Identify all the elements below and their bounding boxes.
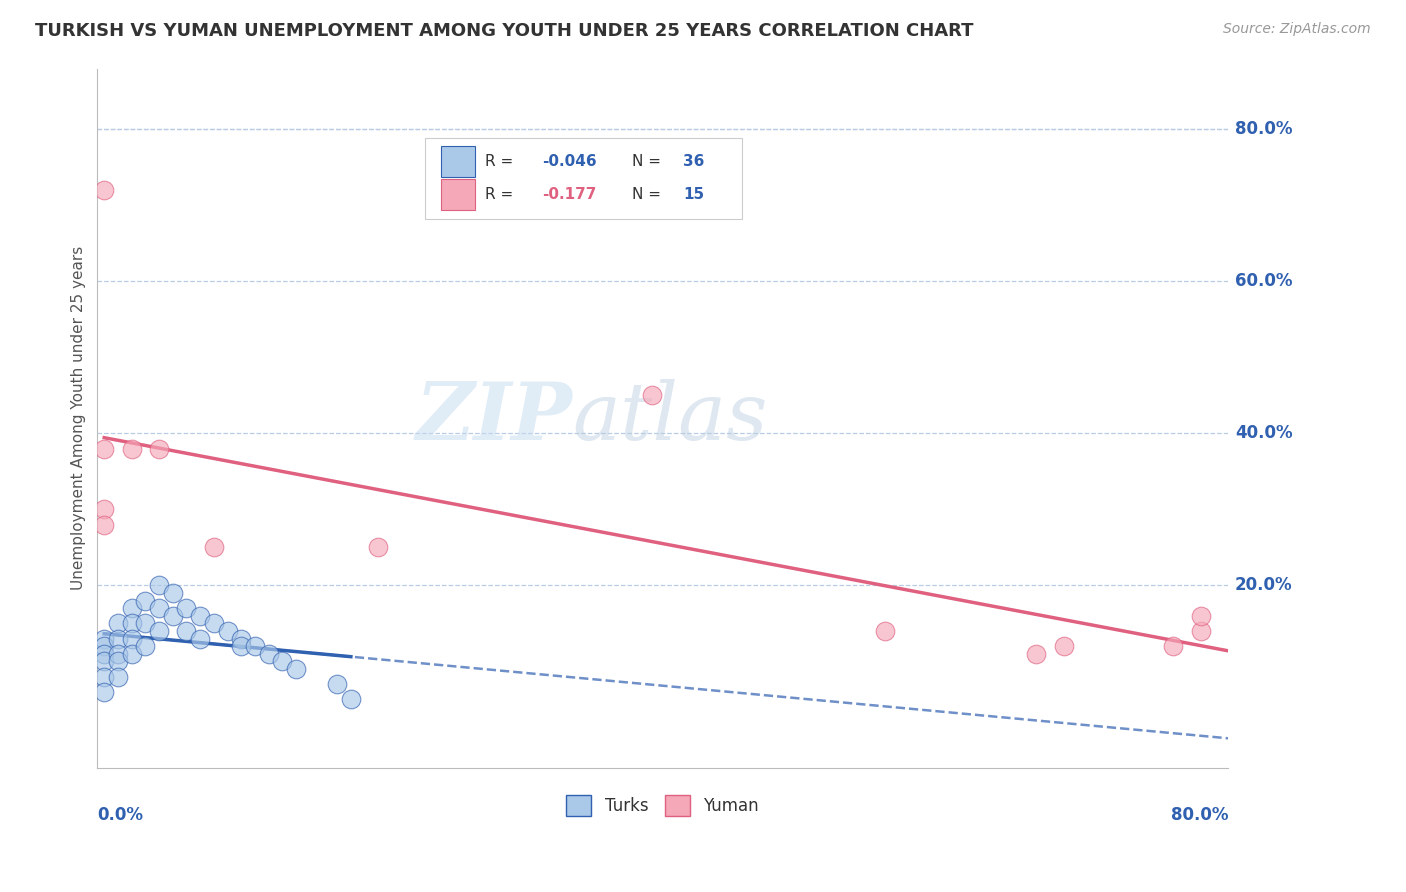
Point xyxy=(271,654,294,668)
Point xyxy=(93,632,115,646)
Point xyxy=(93,639,115,653)
Point xyxy=(176,624,198,638)
Point xyxy=(1025,647,1047,661)
Text: -0.177: -0.177 xyxy=(541,186,596,202)
Text: -0.046: -0.046 xyxy=(541,154,596,169)
Point xyxy=(217,624,239,638)
FancyBboxPatch shape xyxy=(441,146,475,177)
Point xyxy=(93,502,115,516)
Point xyxy=(367,541,389,555)
Point xyxy=(202,616,225,631)
Point xyxy=(121,616,143,631)
Text: 15: 15 xyxy=(683,186,704,202)
Point xyxy=(121,647,143,661)
Text: N =: N = xyxy=(633,154,666,169)
Point xyxy=(121,632,143,646)
Point xyxy=(188,608,211,623)
Point xyxy=(641,388,664,402)
Point xyxy=(93,183,115,197)
Point xyxy=(243,639,266,653)
Legend: Turks, Yuman: Turks, Yuman xyxy=(560,789,766,822)
FancyBboxPatch shape xyxy=(441,179,475,210)
Text: Source: ZipAtlas.com: Source: ZipAtlas.com xyxy=(1223,22,1371,37)
Point xyxy=(162,608,184,623)
Point xyxy=(1161,639,1184,653)
Point xyxy=(107,616,129,631)
Text: R =: R = xyxy=(485,154,519,169)
Point xyxy=(875,624,897,638)
Point xyxy=(121,601,143,615)
Text: atlas: atlas xyxy=(572,379,768,457)
Point xyxy=(134,639,156,653)
Point xyxy=(257,647,280,661)
Point xyxy=(134,593,156,607)
Text: 80.0%: 80.0% xyxy=(1234,120,1292,138)
Point xyxy=(121,442,143,456)
Point xyxy=(107,647,129,661)
Text: TURKISH VS YUMAN UNEMPLOYMENT AMONG YOUTH UNDER 25 YEARS CORRELATION CHART: TURKISH VS YUMAN UNEMPLOYMENT AMONG YOUT… xyxy=(35,22,973,40)
Text: 0.0%: 0.0% xyxy=(97,806,143,824)
Text: 60.0%: 60.0% xyxy=(1234,272,1292,290)
Text: 36: 36 xyxy=(683,154,704,169)
Point xyxy=(107,654,129,668)
Point xyxy=(93,669,115,683)
Point xyxy=(340,692,363,706)
Point xyxy=(188,632,211,646)
Point xyxy=(231,632,253,646)
Point xyxy=(148,442,170,456)
Point xyxy=(1052,639,1074,653)
Text: 80.0%: 80.0% xyxy=(1171,806,1227,824)
Text: ZIP: ZIP xyxy=(415,379,572,457)
Point xyxy=(107,632,129,646)
Point xyxy=(107,669,129,683)
Text: N =: N = xyxy=(633,186,666,202)
Point xyxy=(148,578,170,592)
Text: 20.0%: 20.0% xyxy=(1234,576,1292,594)
Point xyxy=(134,616,156,631)
Point xyxy=(1189,608,1212,623)
Point xyxy=(148,624,170,638)
Y-axis label: Unemployment Among Youth under 25 years: Unemployment Among Youth under 25 years xyxy=(72,246,86,591)
Point xyxy=(162,586,184,600)
Text: 40.0%: 40.0% xyxy=(1234,425,1292,442)
Point xyxy=(326,677,349,691)
Point xyxy=(285,662,308,676)
FancyBboxPatch shape xyxy=(425,138,742,219)
Point xyxy=(93,647,115,661)
Point xyxy=(148,601,170,615)
Point xyxy=(93,654,115,668)
Point xyxy=(202,541,225,555)
Point xyxy=(1189,624,1212,638)
Point xyxy=(231,639,253,653)
Point xyxy=(176,601,198,615)
Text: R =: R = xyxy=(485,186,519,202)
Point xyxy=(93,517,115,532)
Point xyxy=(93,684,115,698)
Point xyxy=(93,442,115,456)
